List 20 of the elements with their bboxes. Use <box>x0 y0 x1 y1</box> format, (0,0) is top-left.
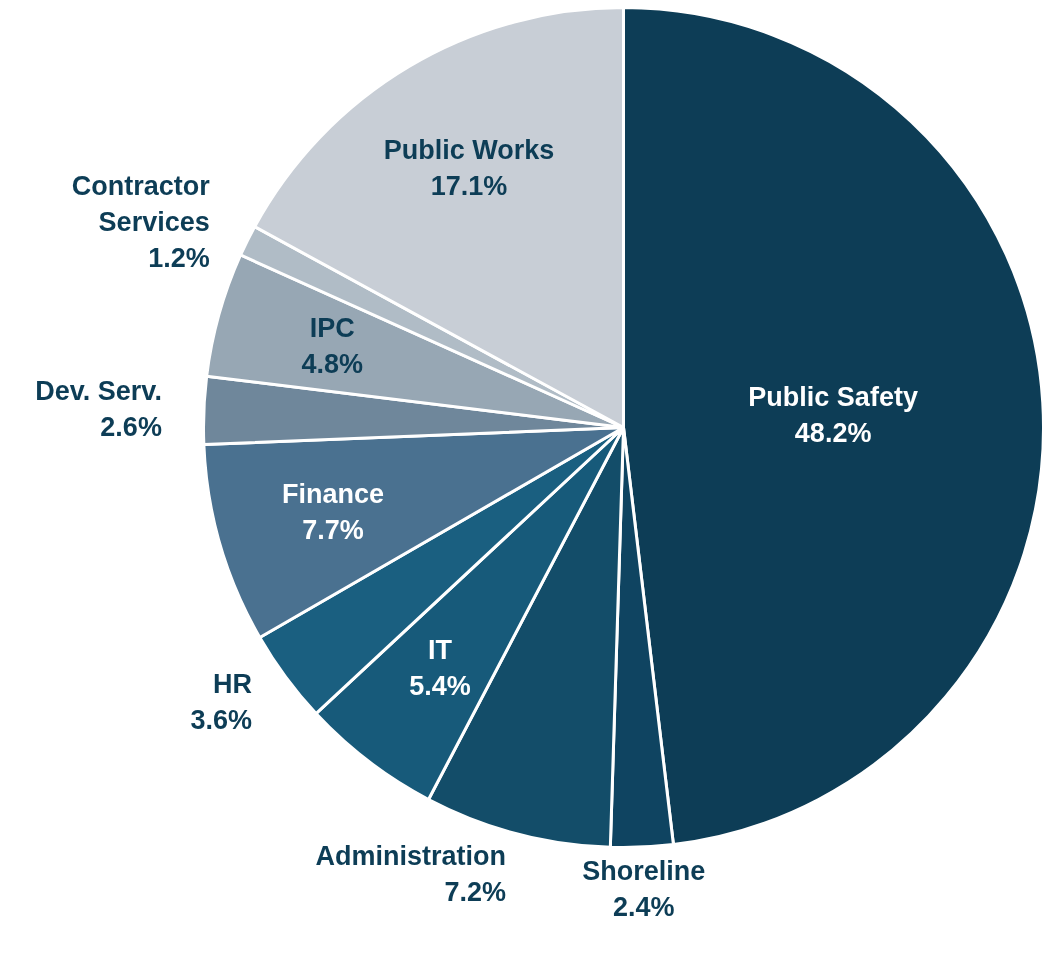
data-label: 1.2% <box>148 243 210 274</box>
data-label: 5.4% <box>409 670 471 701</box>
slice-label: Finance <box>282 478 385 509</box>
slice-label: Public Works <box>383 134 555 165</box>
slice-label: Contractor Services <box>71 171 211 238</box>
data-label: 7.7% <box>302 514 364 545</box>
data-label: 48.2% <box>794 418 872 448</box>
slice-label: Public Safety <box>748 382 918 412</box>
slice-label: Shoreline <box>582 856 706 887</box>
data-label: 7.2% <box>444 877 507 908</box>
data-label: 2.4% <box>613 892 675 923</box>
slice-label: IPC <box>309 313 355 344</box>
slice-label: HR <box>212 669 252 700</box>
slice-label: IT <box>427 634 453 665</box>
data-label: 4.8% <box>301 349 364 380</box>
data-label: 17.1% <box>430 170 508 201</box>
data-label: 2.6% <box>100 411 162 442</box>
slice-label: Dev. Serv. <box>35 375 162 406</box>
slice-label: Administration <box>315 841 507 872</box>
data-label: 3.6% <box>190 705 252 736</box>
